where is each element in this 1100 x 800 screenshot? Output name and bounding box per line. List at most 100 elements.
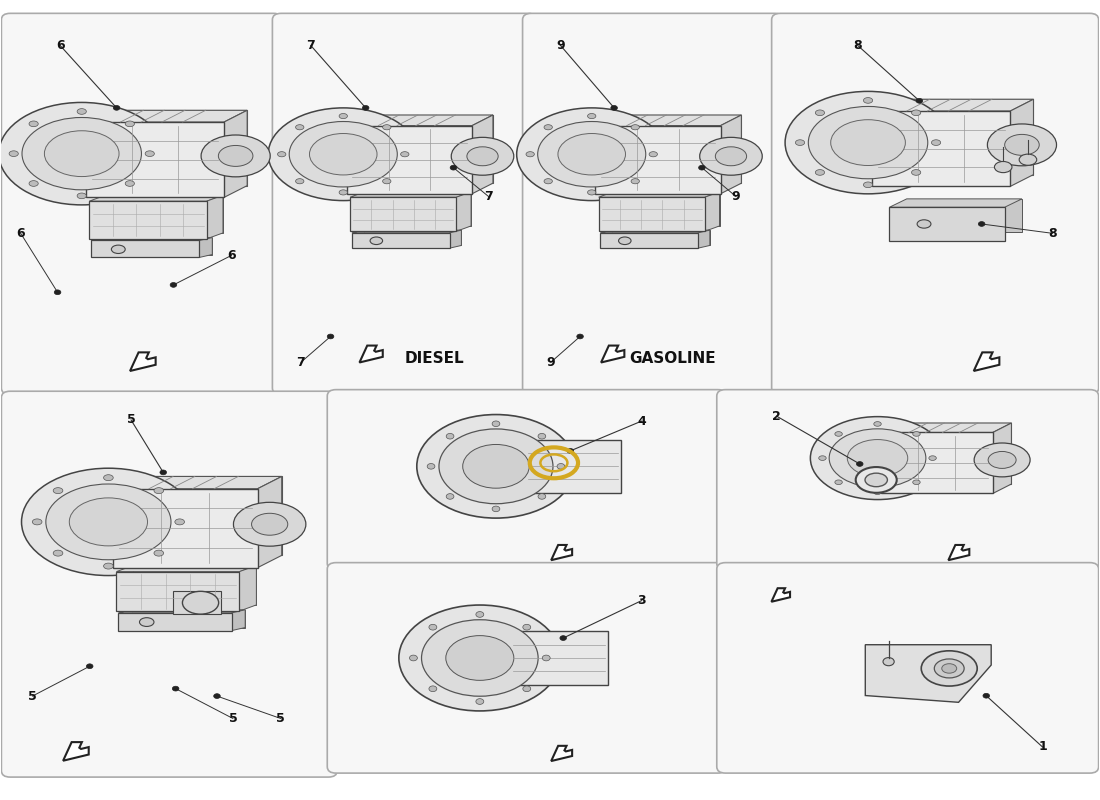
Polygon shape	[119, 610, 245, 613]
Polygon shape	[881, 433, 993, 494]
Ellipse shape	[170, 282, 177, 287]
Polygon shape	[872, 111, 1011, 186]
Polygon shape	[207, 195, 223, 238]
Ellipse shape	[447, 434, 454, 439]
Ellipse shape	[857, 462, 864, 466]
Ellipse shape	[912, 110, 921, 116]
Ellipse shape	[576, 334, 583, 339]
Ellipse shape	[252, 514, 288, 535]
Ellipse shape	[795, 140, 804, 146]
Ellipse shape	[87, 664, 94, 669]
Ellipse shape	[447, 494, 454, 499]
Polygon shape	[612, 230, 710, 246]
Polygon shape	[551, 545, 572, 560]
Ellipse shape	[125, 121, 134, 126]
Polygon shape	[89, 201, 207, 238]
Polygon shape	[705, 192, 719, 231]
Polygon shape	[199, 238, 212, 258]
Ellipse shape	[913, 432, 921, 436]
Ellipse shape	[219, 146, 253, 166]
Bar	[509, 631, 608, 685]
Ellipse shape	[32, 519, 42, 525]
Ellipse shape	[830, 120, 905, 166]
Polygon shape	[698, 230, 710, 248]
Polygon shape	[133, 566, 256, 605]
Ellipse shape	[296, 125, 304, 130]
Polygon shape	[91, 241, 199, 258]
Text: 8: 8	[854, 39, 862, 52]
Polygon shape	[906, 199, 1022, 232]
Polygon shape	[598, 192, 719, 197]
Ellipse shape	[140, 618, 154, 626]
Ellipse shape	[54, 290, 60, 294]
Ellipse shape	[522, 624, 530, 630]
Ellipse shape	[399, 605, 561, 711]
Ellipse shape	[912, 170, 921, 175]
Ellipse shape	[22, 468, 196, 575]
Ellipse shape	[0, 102, 165, 205]
Ellipse shape	[864, 182, 872, 188]
Polygon shape	[598, 197, 705, 231]
Ellipse shape	[542, 655, 550, 661]
Polygon shape	[613, 192, 719, 226]
Polygon shape	[595, 115, 741, 126]
Polygon shape	[136, 477, 282, 555]
Ellipse shape	[439, 429, 553, 504]
Polygon shape	[993, 423, 1011, 494]
Ellipse shape	[46, 484, 170, 560]
Ellipse shape	[568, 449, 574, 454]
Polygon shape	[257, 477, 282, 568]
Ellipse shape	[916, 98, 923, 103]
Ellipse shape	[145, 151, 154, 157]
Ellipse shape	[29, 181, 38, 186]
Ellipse shape	[175, 519, 185, 525]
FancyBboxPatch shape	[1, 391, 337, 777]
Polygon shape	[346, 126, 472, 194]
Ellipse shape	[103, 474, 113, 481]
Ellipse shape	[864, 98, 872, 103]
Ellipse shape	[400, 152, 409, 157]
Text: 7: 7	[297, 356, 306, 369]
Polygon shape	[771, 588, 790, 602]
Ellipse shape	[383, 125, 390, 130]
Polygon shape	[872, 99, 1034, 111]
FancyBboxPatch shape	[328, 390, 727, 570]
Ellipse shape	[873, 490, 881, 494]
Polygon shape	[720, 115, 741, 194]
Text: 7: 7	[307, 39, 316, 52]
Ellipse shape	[328, 334, 333, 339]
Ellipse shape	[53, 488, 63, 494]
Polygon shape	[232, 610, 245, 630]
Polygon shape	[117, 566, 256, 572]
Ellipse shape	[698, 166, 705, 170]
Ellipse shape	[715, 147, 747, 166]
Polygon shape	[360, 346, 383, 362]
Ellipse shape	[339, 190, 348, 195]
Polygon shape	[113, 477, 282, 489]
Ellipse shape	[362, 106, 369, 110]
Ellipse shape	[994, 162, 1012, 173]
Text: 5: 5	[126, 414, 135, 426]
Ellipse shape	[921, 651, 977, 686]
Polygon shape	[450, 230, 461, 248]
Text: 1: 1	[1038, 741, 1047, 754]
Ellipse shape	[815, 170, 825, 175]
Polygon shape	[86, 122, 224, 198]
Text: 8: 8	[1048, 227, 1057, 240]
Ellipse shape	[476, 698, 484, 704]
Ellipse shape	[1020, 154, 1036, 166]
Ellipse shape	[476, 611, 484, 618]
Polygon shape	[948, 545, 969, 560]
Ellipse shape	[213, 694, 220, 698]
Polygon shape	[63, 742, 89, 761]
Polygon shape	[456, 192, 471, 231]
Ellipse shape	[913, 480, 921, 485]
Ellipse shape	[77, 109, 86, 114]
Ellipse shape	[934, 659, 964, 678]
Polygon shape	[113, 489, 257, 568]
Ellipse shape	[451, 138, 514, 175]
Ellipse shape	[111, 245, 125, 254]
Ellipse shape	[427, 463, 434, 469]
Text: 4: 4	[637, 414, 646, 428]
Polygon shape	[881, 423, 1011, 433]
